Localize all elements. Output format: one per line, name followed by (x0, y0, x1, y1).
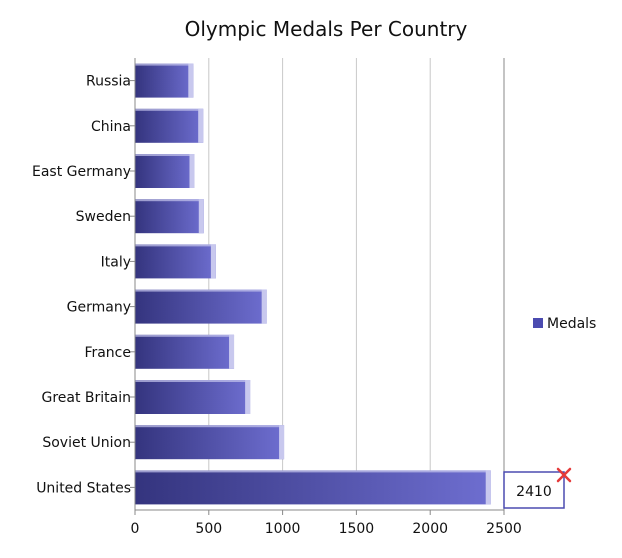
bar-fill (135, 334, 235, 369)
x-tick-label: 500 (195, 521, 222, 537)
x-tick-label: 2000 (412, 521, 448, 537)
bar[interactable] (135, 380, 251, 414)
bar-top-highlight (135, 63, 194, 66)
legend-swatch (533, 318, 543, 328)
bar-edge-highlight (189, 154, 195, 188)
category-label: United States (36, 480, 131, 496)
bar-edge-highlight (198, 199, 204, 234)
bar-edge-highlight (245, 380, 251, 414)
bar-top-highlight (135, 289, 267, 292)
bar-top-highlight (135, 470, 491, 473)
bar-edge-highlight (210, 244, 216, 279)
legend-label: Medals (547, 316, 596, 332)
bar-top-highlight (135, 380, 251, 382)
bar[interactable] (135, 154, 195, 188)
bar-fill (135, 63, 194, 98)
x-tick-label: 2500 (486, 521, 522, 537)
bar-fill (135, 470, 491, 505)
bar-fill (135, 289, 267, 324)
bar-top-highlight (135, 425, 285, 428)
bar[interactable] (135, 289, 267, 324)
bar-fill (135, 199, 204, 234)
bar-fill (135, 108, 204, 143)
bar-fill (135, 425, 285, 460)
tooltip-value: 2410 (516, 484, 552, 500)
bar[interactable] (135, 470, 491, 505)
bar-edge-highlight (485, 470, 491, 505)
bar-fill (135, 380, 251, 414)
bar[interactable] (135, 334, 235, 369)
bar-edge-highlight (188, 63, 194, 98)
category-label: Russia (86, 74, 131, 90)
bar-top-highlight (135, 154, 195, 156)
category-label: France (84, 345, 131, 361)
category-label: Great Britain (41, 390, 131, 406)
x-tick-label: 1500 (339, 521, 375, 537)
bar-top-highlight (135, 244, 216, 247)
bar[interactable] (135, 425, 285, 460)
bar-edge-highlight (229, 334, 235, 369)
category-label: Germany (67, 300, 131, 316)
category-labels: Russia China East Germany Sweden Italy German… (32, 74, 131, 497)
bars (135, 63, 491, 505)
value-tooltip[interactable]: 2410 (503, 467, 572, 509)
chart-title: Olympic Medals Per Country (185, 17, 468, 41)
category-label: East Germany (32, 164, 131, 180)
bar-edge-highlight (198, 108, 204, 143)
category-label: China (91, 119, 131, 135)
x-tick-label: 1000 (265, 521, 301, 537)
bar-edge-highlight (261, 289, 267, 324)
legend[interactable]: Medals (533, 316, 596, 332)
bar[interactable] (135, 199, 204, 234)
tooltip-box (503, 471, 565, 509)
category-label: Italy (101, 254, 131, 270)
x-tick-label: 0 (131, 521, 140, 537)
bar[interactable] (135, 244, 216, 279)
bar-top-highlight (135, 108, 204, 111)
bar-top-highlight (135, 199, 204, 202)
bar[interactable] (135, 63, 194, 98)
category-label: Soviet Union (42, 435, 131, 451)
close-x-icon[interactable] (556, 467, 572, 483)
bar[interactable] (135, 108, 204, 143)
bar-fill (135, 244, 216, 279)
category-label: Sweden (76, 209, 131, 225)
axes (130, 58, 505, 515)
bar-edge-highlight (279, 425, 285, 460)
bar-top-highlight (135, 334, 235, 337)
bar-fill (135, 154, 195, 188)
x-tick-labels: 0 500 1000 1500 2000 2500 (131, 521, 522, 537)
